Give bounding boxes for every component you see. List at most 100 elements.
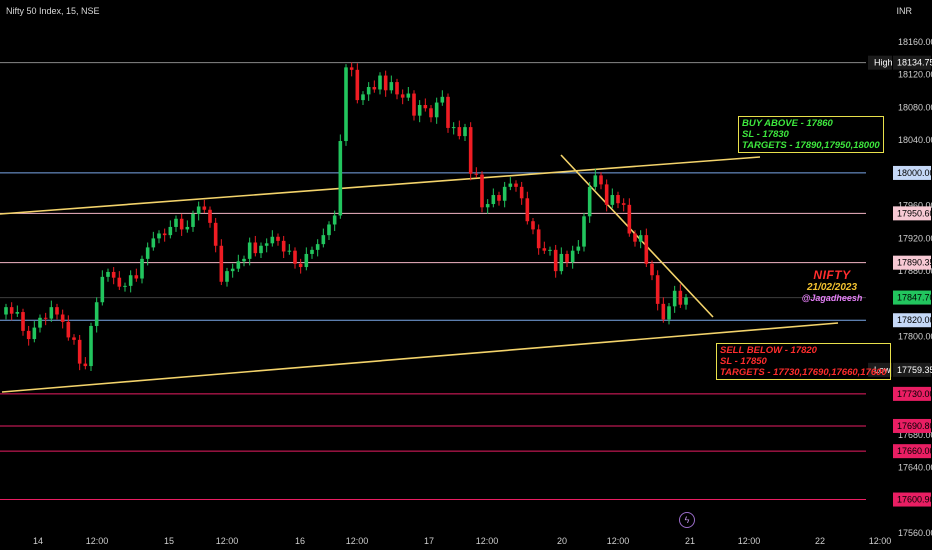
buy-setup-box: BUY ABOVE - 17860 SL - 17830 TARGETS - 1… (738, 116, 884, 153)
sell-stoploss-text: SL - 17850 (720, 356, 767, 367)
y-tick-label-6: 17880.00 (898, 266, 932, 276)
candle-body-29 (168, 226, 173, 236)
price-tag-9: 17660.00 (897, 446, 932, 456)
candle-body-90 (514, 183, 518, 187)
currency-label[interactable]: INR (896, 6, 913, 16)
candle-body-93 (531, 221, 535, 230)
candle-body-24 (140, 258, 144, 279)
price-axis: 18160.00 18120.00 18080.00 18040.00 17960.00… (898, 37, 932, 538)
candle-body-38 (219, 245, 224, 282)
candle-body-78 (446, 96, 450, 128)
price-tag-bg-10 (893, 492, 931, 507)
candle-body-79 (451, 127, 456, 129)
price-tag-5: 17820.00 (897, 315, 932, 325)
candle-body-36 (208, 209, 212, 223)
y-tick-label-8: 17680.00 (898, 430, 932, 440)
price-tag-6: 17759.35 (897, 365, 932, 375)
symbol-title[interactable]: Nifty 50 Index, 15, NSE (6, 6, 100, 16)
candle-body-0 (4, 307, 8, 315)
price-tag-bg-5 (893, 313, 931, 328)
candle-body-56 (321, 235, 326, 245)
x-tick-label-13: 12:00 (869, 536, 892, 546)
candle-body-32 (185, 226, 190, 230)
candle-body-74 (423, 105, 428, 109)
candle-body-101 (576, 246, 581, 251)
y-tick-label-1: 18120.00 (898, 70, 932, 80)
candle-body-31 (179, 218, 184, 230)
y-tick-label-3: 18040.00 (898, 135, 932, 145)
candle-body-58 (332, 215, 337, 225)
x-tick-label-11: 12:00 (738, 536, 761, 546)
x-tick-label-4: 16 (295, 536, 305, 546)
candle-body-97 (553, 249, 558, 272)
buy-above-text: BUY ABOVE - 17860 (742, 118, 833, 129)
chart-signature: NIFTY 21/02/2023 @Jagadheesh (800, 268, 864, 303)
candle-body-72 (412, 93, 416, 116)
price-tag-3: 17890.35 (897, 258, 932, 268)
candle-body-22 (128, 275, 133, 286)
candle-body-19 (111, 271, 116, 278)
candle-body-71 (406, 93, 411, 98)
candle-body-66 (378, 75, 382, 90)
candle-body-104 (593, 175, 598, 187)
x-tick-label-5: 12:00 (346, 536, 369, 546)
candle-body-111 (633, 233, 637, 242)
candle-body-82 (468, 127, 473, 174)
price-tag-1: 18000.00 (897, 168, 932, 178)
price-tag-bg-2 (893, 206, 931, 221)
candle-body-59 (338, 141, 343, 216)
price-tag-bg-1 (893, 165, 931, 180)
candle-body-103 (587, 186, 592, 217)
buy-targets-text: TARGETS - 17890,17950,18000 (742, 140, 880, 151)
candle-body-11 (66, 321, 71, 338)
candle-body-41 (236, 261, 241, 269)
candle-body-47 (270, 236, 275, 244)
candle-body-87 (497, 195, 501, 201)
candle-body-92 (525, 198, 530, 222)
level-name-bg-0 (868, 55, 892, 70)
time-axis: 14 12:00 15 12:00 16 12:00 17 12:00 20 12:00 21 12:… (33, 536, 891, 546)
candle-body-6 (38, 317, 42, 328)
candle-body-86 (491, 195, 496, 205)
candle-body-55 (315, 244, 320, 250)
candle-body-50 (287, 250, 292, 252)
level-name-0: High (874, 58, 893, 68)
candle-body-88 (502, 186, 507, 201)
x-tick-label-7: 12:00 (476, 536, 499, 546)
price-tag-bg-7 (893, 386, 931, 401)
candle-body-8 (49, 307, 54, 319)
candle-body-30 (174, 218, 178, 227)
y-tick-label-7: 17800.00 (898, 332, 932, 342)
candle-body-26 (151, 238, 156, 248)
price-tag-2: 17950.60 (897, 208, 932, 218)
level-name-bg-6 (868, 362, 892, 377)
candlestick-series (4, 62, 688, 371)
candle-body-73 (417, 105, 422, 116)
candle-body-105 (599, 175, 603, 185)
candle-body-21 (123, 285, 127, 287)
candle-body-5 (32, 327, 37, 340)
sell-setup-box: SELL BELOW - 17820 SL - 17850 TARGETS - … (716, 343, 891, 380)
candle-body-119 (678, 290, 683, 305)
candle-body-69 (395, 82, 399, 95)
candle-body-94 (536, 229, 541, 249)
candle-body-54 (310, 249, 314, 254)
candle-body-65 (372, 87, 377, 90)
candle-body-20 (117, 277, 122, 287)
x-tick-label-12: 22 (815, 536, 825, 546)
candle-body-52 (298, 263, 303, 268)
candle-body-62 (355, 69, 360, 101)
candle-body-75 (429, 108, 433, 118)
candle-body-12 (72, 337, 76, 340)
event-flash-icon[interactable]: ϟ (679, 512, 695, 528)
candle-body-112 (638, 235, 643, 242)
candle-body-4 (26, 330, 31, 340)
signature-symbol: NIFTY (813, 268, 851, 282)
y-tick-label-9: 17640.00 (898, 463, 932, 473)
candle-body-40 (230, 268, 235, 272)
candle-body-83 (474, 173, 479, 175)
candle-body-81 (463, 127, 467, 137)
candle-body-116 (661, 303, 666, 320)
candle-body-100 (570, 250, 575, 263)
